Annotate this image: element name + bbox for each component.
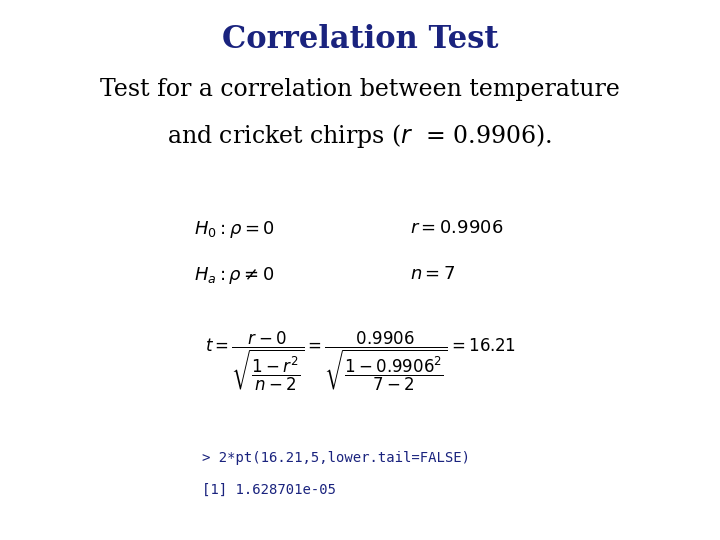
Text: Correlation Test: Correlation Test <box>222 24 498 55</box>
Text: $H_a : \rho \neq 0$: $H_a : \rho \neq 0$ <box>194 265 275 286</box>
Text: > 2*pt(16.21,5,lower.tail=FALSE): > 2*pt(16.21,5,lower.tail=FALSE) <box>202 451 469 465</box>
Text: Test for a correlation between temperature: Test for a correlation between temperatu… <box>100 78 620 102</box>
Text: $r = 0.9906$: $r = 0.9906$ <box>410 219 504 237</box>
Text: [1] 1.628701e-05: [1] 1.628701e-05 <box>202 483 336 497</box>
Text: and cricket chirps ($r$  = 0.9906).: and cricket chirps ($r$ = 0.9906). <box>168 122 552 150</box>
Text: $n = 7$: $n = 7$ <box>410 265 456 282</box>
Text: $t = \dfrac{r - 0}{\sqrt{\dfrac{1 - r^2}{n - 2}}} = \dfrac{0.9906}{\sqrt{\dfrac{: $t = \dfrac{r - 0}{\sqrt{\dfrac{1 - r^2}… <box>204 329 516 393</box>
Text: $H_0 : \rho = 0$: $H_0 : \rho = 0$ <box>194 219 275 240</box>
